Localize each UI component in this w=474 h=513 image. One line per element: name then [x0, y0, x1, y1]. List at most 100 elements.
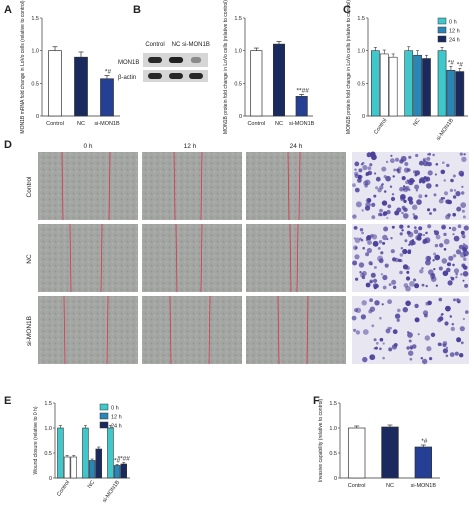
- transwell-cell: [408, 350, 414, 356]
- transwell-cell: [387, 204, 392, 209]
- significance-label: *#: [114, 458, 121, 465]
- transwell-cell: [419, 181, 422, 184]
- transwell-cell: [362, 165, 368, 171]
- transwell-cell: [435, 234, 441, 240]
- bar-0-0: [371, 50, 380, 117]
- chart-c: 0 0.5 1.0 1.5 MON1B protein fold change in L…: [346, 0, 468, 142]
- transwell-cell: [394, 257, 399, 263]
- scratch-edge-line: [108, 151, 111, 221]
- y-tick-label: 0.5: [31, 81, 39, 87]
- y-tick-label: 1.0: [357, 49, 365, 55]
- legend-swatch-1: [99, 412, 109, 420]
- scratch-edge-line: [61, 151, 64, 221]
- transwell-cell: [427, 224, 432, 229]
- significance-label: *#: [448, 59, 455, 66]
- transwell-cell: [395, 157, 399, 162]
- transwell-cell: [365, 238, 369, 242]
- y-tick-label: 0: [49, 476, 52, 482]
- transwell-cell: [371, 324, 375, 328]
- panel-label-a: A: [4, 4, 12, 16]
- transwell-cell: [422, 234, 426, 237]
- transwell-cell: [450, 178, 454, 183]
- transwell-cell: [461, 156, 467, 162]
- transwell-cell: [370, 272, 376, 278]
- transwell-cell: [461, 233, 466, 239]
- transwell-cell: [429, 357, 433, 361]
- transwell-cell: [425, 231, 428, 235]
- transwell-cell: [456, 299, 461, 304]
- bar-1-0: [82, 427, 89, 479]
- x-tick-label: NC: [412, 118, 421, 128]
- transwell-cell: [456, 337, 462, 343]
- transwell-cell: [375, 176, 381, 182]
- transwell-cell: [448, 255, 454, 261]
- transwell-cell: [414, 226, 417, 229]
- transwell-cell: [430, 273, 436, 279]
- scratch-edge-line: [200, 223, 203, 293]
- bar-0: [347, 427, 366, 479]
- transwell-cell: [459, 251, 466, 258]
- transwell-cell: [377, 255, 384, 262]
- transwell-cell: [387, 299, 392, 305]
- transwell-cell: [424, 237, 431, 244]
- transwell-cell: [452, 212, 457, 217]
- transwell-cell: [438, 198, 444, 204]
- transwell-cell: [354, 173, 359, 179]
- transwell-cell: [465, 310, 469, 314]
- transwell-cell: [446, 346, 449, 349]
- transwell-cell: [371, 202, 376, 207]
- transwell-cell: [361, 300, 367, 306]
- y-tick-label: 1.0: [329, 426, 337, 432]
- transwell-cell: [381, 303, 384, 306]
- transwell-cell: [371, 215, 376, 220]
- transwell-cell: [402, 207, 407, 212]
- significance-label: **##: [118, 456, 131, 463]
- x-tick-label: Control: [373, 118, 388, 136]
- transwell-cell: [365, 282, 371, 288]
- transwell-cell: [462, 279, 465, 282]
- transwell-cell: [435, 284, 438, 287]
- transwell-cell: [414, 170, 420, 176]
- bar-2-0: [437, 50, 447, 117]
- transwell-cell: [447, 280, 453, 286]
- transwell-cell: [364, 205, 371, 211]
- bar-1-1: [413, 54, 422, 117]
- transwell-cell: [378, 240, 383, 244]
- transwell-cell: [452, 195, 457, 199]
- transwell-cell: [351, 315, 357, 321]
- bar-2-1: [113, 465, 121, 479]
- transwell-cell: [362, 356, 368, 363]
- significance-label: *#: [105, 68, 112, 75]
- x-tick-label: Control: [348, 483, 366, 489]
- scratch-edge-line: [173, 151, 176, 221]
- legend-swatch-2: [99, 421, 109, 429]
- y-axis-title: Invasive capability (relative to control…: [318, 398, 324, 482]
- transwell-cell: [440, 169, 446, 175]
- panel-label-e: E: [4, 395, 11, 407]
- transwell-cell: [433, 268, 436, 271]
- transwell-cell: [426, 156, 431, 161]
- transwell-cell: [385, 328, 391, 334]
- transwell-image-r0: [352, 152, 469, 220]
- transwell-cell: [388, 347, 393, 352]
- bar-2-2: [120, 463, 128, 479]
- transwell-cell: [406, 346, 410, 350]
- transwell-cell: [408, 339, 412, 343]
- transwell-cell: [392, 175, 395, 178]
- blot-row-label-actin: β-actin: [118, 75, 136, 81]
- transwell-cell: [409, 177, 415, 184]
- transwell-cell: [396, 207, 402, 213]
- transwell-cell: [422, 358, 428, 365]
- blot-band-actin-1: [169, 73, 183, 79]
- scratch-edge-line: [296, 223, 299, 293]
- transwell-cell: [389, 326, 393, 330]
- transwell-cell: [393, 343, 398, 347]
- blot-band-actin-2: [189, 73, 203, 79]
- transwell-cell: [438, 297, 443, 302]
- x-tick-label: Control: [56, 480, 71, 498]
- transwell-cell: [454, 351, 459, 356]
- transwell-cell: [361, 209, 364, 212]
- transwell-cell: [365, 252, 370, 257]
- transwell-cell: [370, 233, 374, 238]
- transwell-cell: [455, 276, 458, 279]
